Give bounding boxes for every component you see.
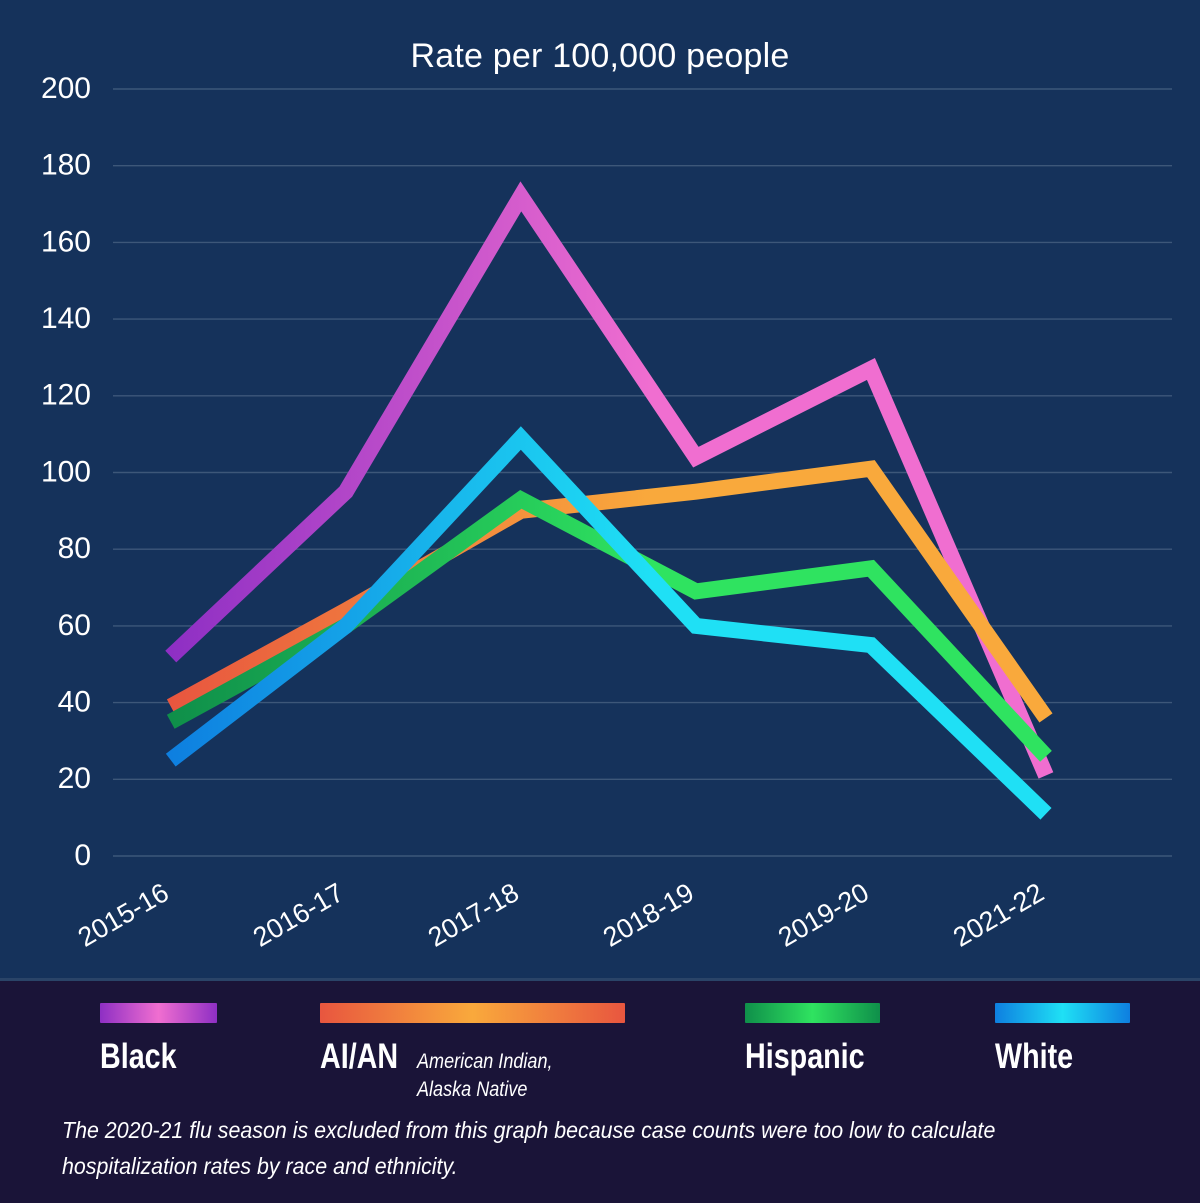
legend-series-name: Black xyxy=(100,1037,177,1076)
legend-item-hispanic[interactable]: Hispanic xyxy=(745,1003,891,1077)
gridlines xyxy=(113,88,1172,857)
y-axis-tick-label: 20 xyxy=(58,762,91,795)
x-axis-tick-label: 2016-17 xyxy=(248,877,349,953)
series-line-ai-an xyxy=(166,460,1053,723)
y-axis-tick-label: 200 xyxy=(41,72,91,105)
legend-item-black[interactable]: Black xyxy=(100,1003,217,1077)
y-axis-tick-label: 140 xyxy=(41,302,91,335)
y-axis-tick-label: 120 xyxy=(41,379,91,412)
chart-panel: Rate per 100,000 people 0 20 40 60 80 100 120 1… xyxy=(40,37,1172,953)
data-series xyxy=(165,181,1054,820)
legend-series-sublabel: American Indian, Alaska Native xyxy=(417,1050,553,1102)
series-line-white xyxy=(165,426,1052,820)
series-line-black xyxy=(165,181,1054,779)
legend-items: Black AI/AN American Indian, Alaska Native… xyxy=(0,1003,1200,1113)
y-axis-tick-label: 0 xyxy=(74,839,91,872)
x-axis-tick-label: 2018-19 xyxy=(598,877,699,953)
legend-series-name: White xyxy=(995,1037,1074,1076)
y-axis-labels: 0 20 40 60 80 100 120 140 160 180 200 xyxy=(41,72,91,872)
legend-label-group: White xyxy=(995,1037,1130,1077)
legend-item-white[interactable]: White xyxy=(995,1003,1130,1077)
y-axis-tick-label: 80 xyxy=(58,532,91,565)
chart-footnote: The 2020-21 flu season is excluded from … xyxy=(62,1117,996,1179)
chart-title: Rate per 100,000 people xyxy=(410,37,790,75)
legend-label-group: Hispanic xyxy=(745,1037,891,1077)
legend-label-group: Black xyxy=(100,1037,217,1077)
legend: Black AI/AN American Indian, Alaska Native… xyxy=(0,978,1200,1203)
legend-series-name: AI/AN xyxy=(320,1037,399,1076)
legend-swatch xyxy=(100,1003,217,1023)
y-axis-tick-label: 100 xyxy=(41,455,91,488)
x-axis-labels: 2015-16 2016-17 2017-18 2018-19 2019-20 2021-… xyxy=(73,877,1049,953)
line-chart-plot: 0 20 40 60 80 100 120 140 160 180 200 2015-16 2016-… xyxy=(41,72,1172,953)
legend-series-name: Hispanic xyxy=(745,1037,865,1076)
y-axis-tick-label: 160 xyxy=(41,225,91,258)
y-axis-tick-label: 180 xyxy=(41,149,91,182)
x-axis-tick-label: 2021-22 xyxy=(948,877,1049,953)
legend-label-group: AI/AN American Indian, Alaska Native xyxy=(320,1037,625,1105)
x-axis-tick-label: 2017-18 xyxy=(423,877,524,953)
x-axis-tick-label: 2019-20 xyxy=(773,877,874,953)
legend-swatch xyxy=(320,1003,625,1023)
y-axis-tick-label: 60 xyxy=(58,609,91,642)
y-axis-tick-label: 40 xyxy=(58,686,91,719)
legend-item-ai-an[interactable]: AI/AN American Indian, Alaska Native xyxy=(320,1003,625,1105)
legend-swatch xyxy=(995,1003,1130,1023)
legend-swatch xyxy=(745,1003,880,1023)
x-axis-tick-label: 2015-16 xyxy=(73,877,174,953)
